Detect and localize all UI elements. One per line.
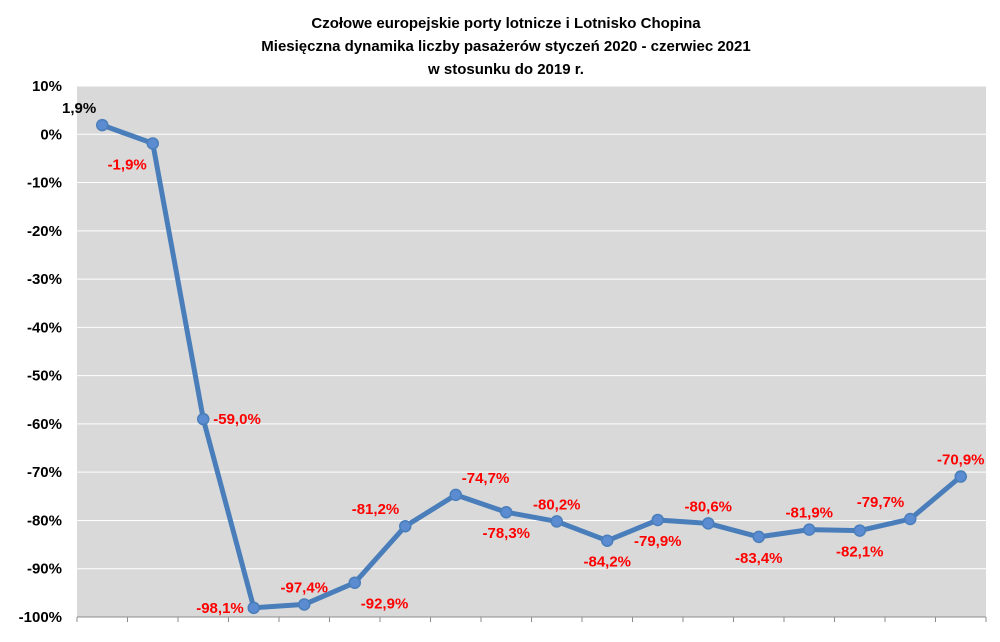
y-tick-label: -30%	[27, 271, 62, 288]
data-label: -98,1%	[196, 600, 244, 617]
data-label: -81,9%	[785, 505, 833, 522]
y-tick-label: 10%	[32, 78, 62, 95]
data-point	[96, 118, 109, 132]
y-tick-label: -70%	[27, 464, 62, 481]
data-label: -83,4%	[735, 550, 783, 567]
data-label: -79,7%	[857, 494, 905, 511]
data-label: -80,6%	[684, 498, 732, 515]
data-point	[247, 601, 260, 615]
data-point	[702, 517, 715, 530]
data-point	[803, 523, 816, 536]
data-point	[752, 530, 765, 544]
data-label: -97,4%	[280, 579, 328, 596]
data-point	[550, 515, 563, 528]
data-label: -80,2%	[533, 496, 581, 513]
data-label: -78,3%	[482, 525, 530, 542]
data-point	[651, 513, 664, 527]
y-tick-label: -10%	[27, 175, 62, 192]
chart-title-line-2: Miesięczna dynamika liczby pasażerów sty…	[261, 38, 750, 55]
data-label: 1,9%	[62, 100, 96, 117]
data-point	[449, 488, 462, 502]
plot-area	[77, 86, 986, 617]
data-point	[348, 576, 361, 589]
data-point	[904, 512, 917, 526]
data-label: -92,9%	[361, 596, 409, 613]
data-label: -59,0%	[213, 411, 261, 428]
chart-title-line-1: Czołowe europejskie porty lotnicze i Lot…	[311, 15, 701, 32]
data-label: -82,1%	[836, 544, 884, 561]
data-point	[146, 137, 159, 150]
data-point	[298, 598, 311, 611]
y-axis: 10% 0% -10% -20% -30% -40% -50% -60% -70% -80% -90…	[19, 78, 62, 626]
y-tick-label: -100%	[19, 609, 62, 626]
data-point	[601, 534, 614, 547]
y-tick-label: -80%	[27, 512, 62, 529]
data-label: -1,9%	[108, 156, 147, 173]
data-labels: 1,9% -1,9% -59,0% -98,1% -97,4% -92,9% -81,2% -…	[62, 100, 984, 617]
chart-title-line-3: w stosunku do 2019 r.	[427, 61, 584, 78]
data-point	[500, 505, 513, 519]
category-tick-marks	[76, 616, 987, 622]
y-tick-label: -60%	[27, 416, 62, 433]
y-tick-label: 0%	[40, 126, 62, 143]
data-markers	[96, 118, 967, 615]
y-tick-label: -20%	[27, 223, 62, 240]
series-line-group	[99, 122, 964, 611]
data-label: -81,2%	[352, 501, 400, 518]
data-label: -74,7%	[462, 470, 510, 487]
data-label: -79,9%	[634, 533, 682, 550]
data-point	[853, 524, 866, 537]
data-label: -84,2%	[583, 554, 631, 571]
data-label: -70,9%	[937, 452, 985, 469]
data-point	[197, 412, 210, 426]
data-point	[399, 519, 412, 533]
y-tick-label: -50%	[27, 368, 62, 385]
y-tick-label: -40%	[27, 319, 62, 336]
chart-title: Czołowe europejskie porty lotnicze i Lot…	[261, 15, 750, 78]
series-line	[99, 122, 964, 611]
data-point	[954, 470, 967, 483]
y-tick-label: -90%	[27, 561, 62, 578]
